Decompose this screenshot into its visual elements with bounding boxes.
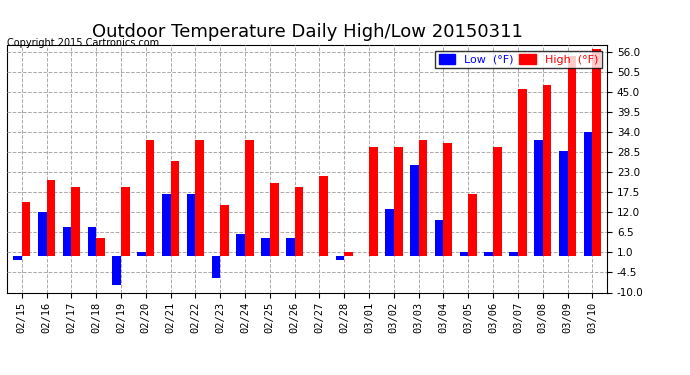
Bar [567, 56, 576, 256]
Title: Outdoor Temperature Daily High/Low 20150311: Outdoor Temperature Daily High/Low 20150… [92, 22, 522, 40]
Bar [187, 194, 195, 256]
Bar [88, 227, 96, 256]
Bar [146, 140, 155, 256]
Bar [96, 238, 105, 256]
Bar [419, 140, 427, 256]
Bar [543, 85, 551, 256]
Bar [534, 140, 543, 256]
Bar [237, 234, 245, 256]
Bar [410, 165, 419, 256]
Bar [369, 147, 377, 256]
Bar [484, 252, 493, 256]
Bar [559, 150, 567, 256]
Bar [394, 147, 402, 256]
Bar [195, 140, 204, 256]
Bar [335, 256, 344, 260]
Bar [47, 180, 55, 256]
Bar [592, 49, 601, 256]
Bar [170, 162, 179, 256]
Bar [220, 205, 229, 256]
Bar [435, 220, 444, 256]
Bar [137, 252, 146, 256]
Bar [319, 176, 328, 256]
Bar [38, 212, 47, 256]
Bar [212, 256, 220, 278]
Bar [112, 256, 121, 285]
Bar [444, 143, 452, 256]
Bar [270, 183, 279, 256]
Bar [162, 194, 170, 256]
Bar [509, 252, 518, 256]
Bar [295, 187, 304, 256]
Bar [286, 238, 295, 256]
Bar [385, 209, 394, 256]
Bar [493, 147, 502, 256]
Bar [121, 187, 130, 256]
Bar [13, 256, 22, 260]
Text: Copyright 2015 Cartronics.com: Copyright 2015 Cartronics.com [7, 38, 159, 48]
Bar [71, 187, 80, 256]
Legend: Low  (°F), High  (°F): Low (°F), High (°F) [435, 51, 602, 68]
Bar [584, 132, 592, 256]
Bar [469, 194, 477, 256]
Bar [22, 201, 30, 256]
Bar [460, 252, 469, 256]
Bar [245, 140, 254, 256]
Bar [344, 252, 353, 256]
Bar [63, 227, 71, 256]
Bar [518, 88, 526, 256]
Bar [261, 238, 270, 256]
